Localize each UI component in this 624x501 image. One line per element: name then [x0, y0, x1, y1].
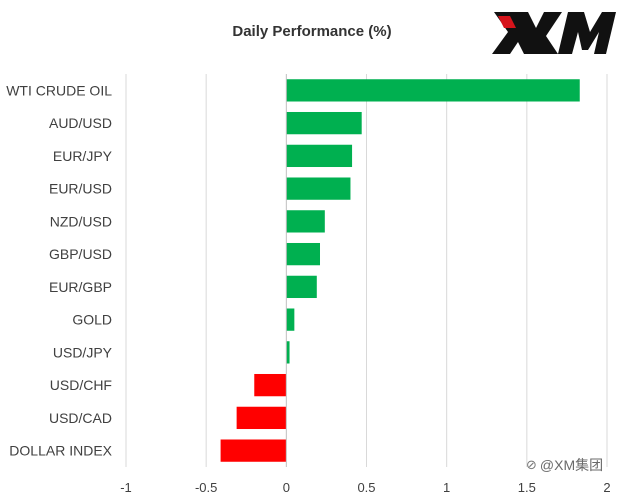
category-label: NZD/USD — [50, 213, 112, 229]
x-tick-label: 0.5 — [357, 480, 375, 495]
category-label: GOLD — [72, 312, 112, 328]
category-label: WTI CRUDE OIL — [6, 82, 112, 98]
category-label: USD/CAD — [49, 410, 112, 426]
category-label: DOLLAR INDEX — [9, 443, 112, 459]
category-label: GBP/USD — [49, 246, 112, 262]
xm-logo — [492, 12, 616, 54]
category-label: EUR/GBP — [49, 279, 112, 295]
bar — [286, 341, 290, 364]
x-tick-label: -0.5 — [195, 480, 217, 495]
bar — [236, 406, 287, 430]
category-label: EUR/USD — [49, 181, 112, 197]
bar — [220, 439, 287, 462]
watermark-text: @XM集团 — [539, 457, 604, 473]
bar — [286, 242, 321, 266]
category-label: AUD/USD — [49, 115, 112, 131]
category-label: USD/CHF — [50, 377, 112, 393]
bar — [286, 177, 351, 200]
x-tick-label: 2 — [603, 480, 610, 495]
bar — [286, 79, 580, 102]
category-label: USD/JPY — [53, 344, 113, 360]
bar — [286, 111, 362, 135]
x-tick-label: 1.5 — [518, 480, 536, 495]
bar — [286, 144, 353, 168]
x-tick-label: 0 — [283, 480, 290, 495]
x-tick-label: 1 — [443, 480, 450, 495]
category-label: EUR/JPY — [53, 148, 113, 164]
chart-title: Daily Performance (%) — [232, 23, 392, 40]
x-tick-label: -1 — [120, 480, 132, 495]
bar — [254, 373, 287, 397]
bar — [286, 308, 295, 331]
bar — [286, 210, 325, 233]
watermark: ⊘ @XM集团 — [526, 455, 603, 475]
weibo-icon: ⊘ — [526, 457, 537, 472]
bar — [286, 275, 317, 299]
